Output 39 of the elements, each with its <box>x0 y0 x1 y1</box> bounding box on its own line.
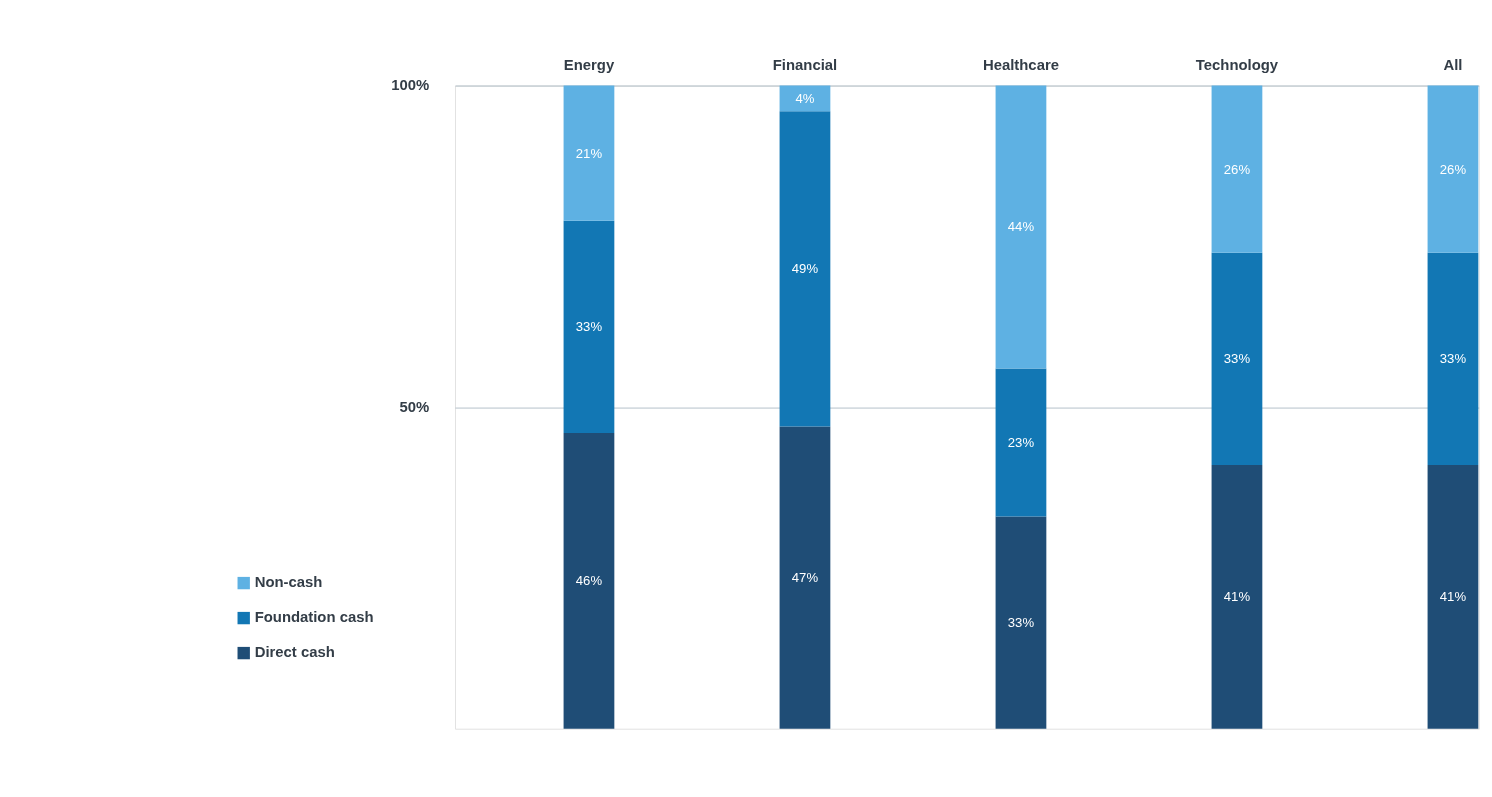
x-tick-label: All <box>1443 57 1463 74</box>
bar <box>995 516 1047 729</box>
bar <box>1211 252 1263 466</box>
y-tick-label: 50% <box>399 399 430 415</box>
legend-label: Foundation cash <box>254 609 374 626</box>
bar <box>1427 85 1479 253</box>
bar <box>563 432 615 729</box>
data-label: 33% <box>1439 351 1467 367</box>
bar <box>995 85 1047 369</box>
legend-label: Non-cash <box>254 574 323 591</box>
data-label: 33% <box>1223 351 1251 367</box>
bar <box>1427 465 1479 729</box>
bar <box>779 426 831 729</box>
data-label: 41% <box>1439 589 1467 605</box>
data-label: 44% <box>1007 219 1035 235</box>
bar <box>563 85 615 221</box>
data-label: 21% <box>575 145 603 161</box>
data-label: 46% <box>575 573 603 589</box>
x-tick-label: Energy <box>563 57 615 74</box>
x-tick-label: Financial <box>772 57 838 74</box>
bar <box>1211 465 1263 729</box>
bar <box>1211 85 1263 253</box>
data-label: 33% <box>575 319 603 335</box>
bar <box>563 220 615 433</box>
legend-label: Direct cash <box>254 644 335 661</box>
data-label: 49% <box>791 261 819 277</box>
x-tick-label: Healthcare <box>982 57 1059 74</box>
data-label: 4% <box>795 90 815 106</box>
data-label: 26% <box>1223 161 1251 177</box>
bar <box>1427 252 1479 466</box>
data-label: 26% <box>1439 161 1467 177</box>
data-label: 23% <box>1007 434 1035 450</box>
data-label: 33% <box>1007 615 1035 631</box>
y-tick-label: 100% <box>391 77 430 94</box>
x-tick-label: Technology <box>1195 57 1279 74</box>
bar <box>779 111 831 427</box>
data-label: 41% <box>1223 589 1251 605</box>
data-label: 47% <box>791 570 819 586</box>
bar <box>995 368 1047 517</box>
